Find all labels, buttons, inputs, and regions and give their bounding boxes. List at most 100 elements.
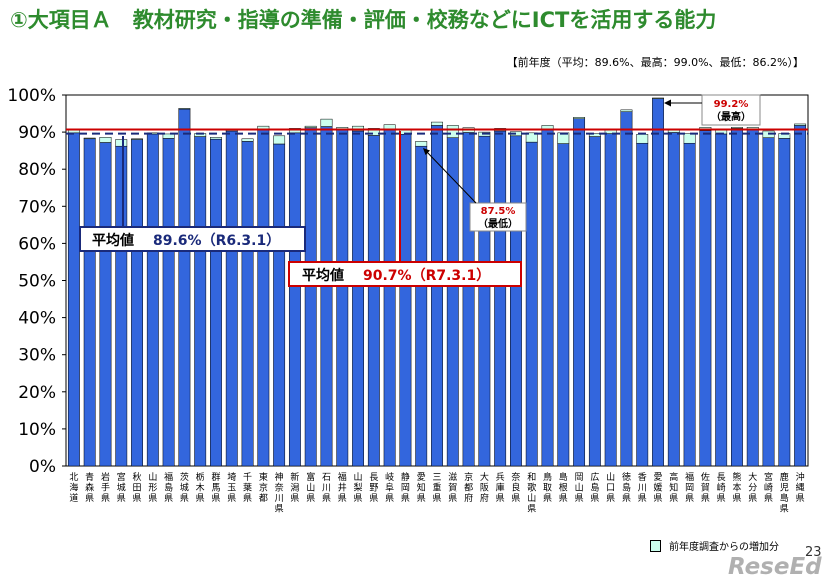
y-tick-label: 80% [18,160,56,180]
x-tick-label-char: 県 [654,493,663,504]
x-tick-label-char: 栃 [196,471,205,483]
x-tick-label-char: 県 [685,493,694,504]
x-tick-label-char: 県 [338,493,347,504]
bar-increase [83,137,96,140]
x-tick-label-char: 山 [148,472,157,483]
x-tick-label-char: 県 [748,493,757,504]
avg-current-value: 90.7%（R7.3.1） [363,268,490,284]
x-tick-label-char: 秋 [133,471,142,483]
bar [99,142,112,467]
x-tick-label-char: 北 [69,472,78,483]
max-value: 99.2% [714,99,749,110]
x-tick-label-char: 愛 [654,471,663,483]
bar-increase [115,139,128,147]
x-tick-label-char: 埼 [227,471,236,483]
bar [415,145,428,467]
x-tick-label-char: 長 [717,472,726,483]
bar-increase [731,127,743,129]
x-tick-label-char: 大 [748,471,757,483]
bar [573,118,586,467]
x-tick-label-char: 川 [275,494,284,504]
x-tick-label-char: 東 [259,471,268,483]
bar [652,98,664,467]
x-tick-label-char: 本 [732,482,741,494]
x-tick-label-char: 県 [575,493,584,504]
bar [131,139,143,467]
bar [604,133,617,467]
x-tick-label-char: 長 [369,472,378,483]
x-tick-label-char: 潟 [290,482,299,494]
x-tick-label-char: 千 [243,472,252,483]
x-tick-label-char: 都 [259,493,268,504]
bar [67,132,80,467]
page-number: 23 [805,545,822,560]
x-tick-label-char: 玉 [227,483,236,494]
bar [446,137,459,467]
x-tick-label-char: 鳥 [543,471,552,483]
x-tick-label-char: 庫 [496,482,505,494]
x-tick-label-char: 県 [432,493,441,504]
x-tick-label-char: 島 [164,482,173,494]
logo: ReseEd [728,554,822,580]
x-tick-label-char: 山 [306,483,315,494]
x-tick-label-char: 県 [511,493,520,504]
x-tick-label-char: 岡 [575,472,584,483]
bar [746,129,759,467]
x-tick-label-char: 県 [717,493,726,504]
x-tick-label-char: 兵 [496,471,505,483]
x-tick-label-char: 石 [322,473,331,483]
x-tick-label-char: 山 [527,493,536,504]
x-tick-label-char: 崎 [764,482,773,494]
x-tick-label-char: 川 [322,484,331,494]
x-tick-label-char: 福 [685,471,694,483]
min-value: 87.5% [481,206,516,217]
x-tick-label-char: 県 [559,493,568,504]
x-tick-label-char: 県 [227,493,236,504]
x-tick-label-char: 大 [480,471,489,483]
bar [525,141,538,467]
x-tick-label-char: 阜 [385,482,394,494]
bar [304,127,317,467]
bar [762,137,775,467]
x-tick-label-char: 県 [669,493,678,504]
x-tick-label-char: 県 [322,493,331,504]
x-tick-label-char: 県 [701,493,710,504]
y-tick-label: 60% [18,234,56,254]
bar-increase [683,133,696,144]
x-tick-label-char: 府 [464,492,473,504]
x-tick-label-char: 県 [164,493,173,504]
y-tick-label: 30% [18,346,56,366]
x-tick-label-char: 県 [117,493,126,504]
min-arrow [425,150,477,204]
x-tick-label-char: 県 [780,504,789,515]
max-label: （最高） [711,110,751,123]
x-tick-label-char: 茨 [180,471,189,483]
x-tick-label-char: 青 [85,471,94,483]
x-tick-label-char: 島 [780,492,789,504]
x-tick-label-char: 島 [622,482,631,494]
x-tick-label-char: 梨 [354,482,363,494]
bar [115,145,128,467]
avg-prev-box [79,226,306,252]
avg-prev-label: 平均値 [92,232,134,249]
bar [541,128,554,467]
x-tick-label-char: 香 [638,472,647,483]
x-tick-label-char: 県 [448,493,457,504]
prev-year-note: 【前年度（平均：89.6%、最高：99.0%、最低：86.2%）】 [506,56,804,69]
max-box [701,94,761,126]
x-tick-label-char: 児 [780,483,789,494]
bar [778,138,791,467]
bar [320,126,333,467]
x-tick-label-char: 田 [133,483,142,494]
x-tick-label-char: 都 [464,483,473,494]
bar [510,135,522,467]
bar [683,142,696,467]
bar [557,143,570,467]
x-tick-label-char: 媛 [654,482,663,494]
x-tick-label-char: 県 [732,493,741,504]
x-tick-label-char: 宮 [764,471,773,483]
bar [699,130,712,467]
x-tick-label-char: 県 [622,493,631,504]
bar-increase [178,108,191,110]
x-tick-label-char: 鹿 [780,471,789,483]
